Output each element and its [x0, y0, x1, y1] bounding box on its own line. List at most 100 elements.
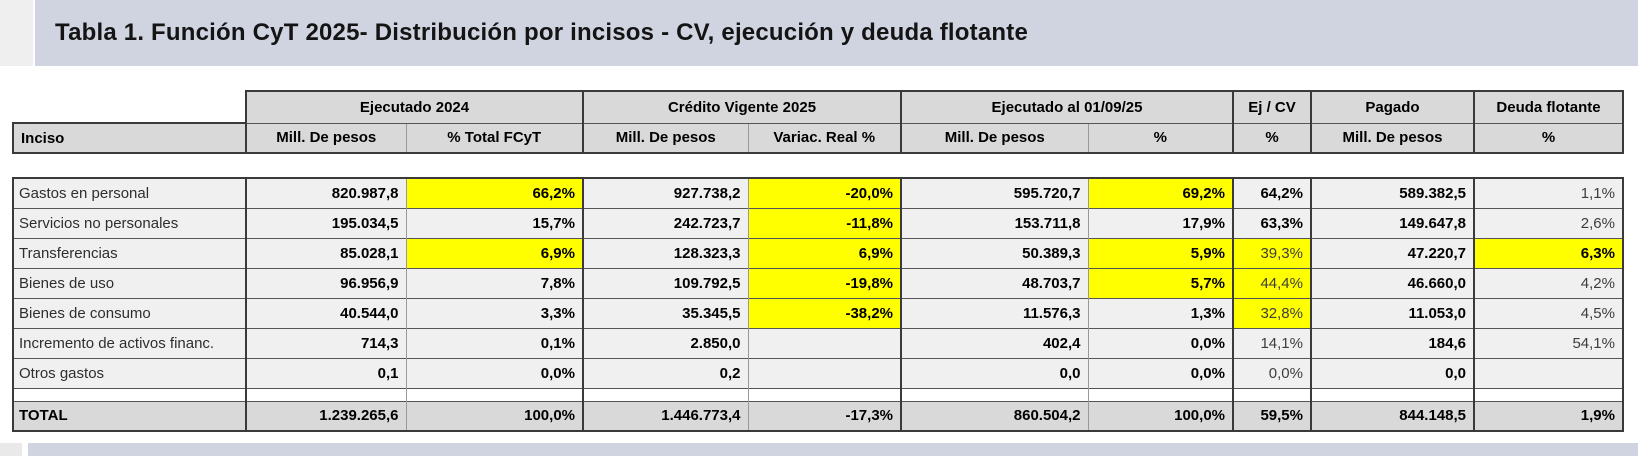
group-header-ejecutado-al: Ejecutado al 01/09/25 [899, 90, 1235, 124]
cell: 11.053,0 [1310, 297, 1474, 328]
cell: 184,6 [1310, 327, 1474, 358]
bottom-margin-square [0, 443, 22, 456]
cell: 0,1 [245, 357, 406, 388]
cell: 85.028,1 [245, 237, 406, 268]
cell: 0,0% [1087, 357, 1233, 388]
group-header-credito-vigente-2025: Crédito Vigente 2025 [582, 90, 902, 124]
cell: 195.034,5 [245, 207, 406, 238]
row-label: Otros gastos [12, 357, 246, 388]
column-header-pct-total-fcyt: % Total FCyT [405, 122, 583, 154]
empty-corner-cell [13, 91, 246, 123]
table-row: Servicios no personales 195.034,5 15,7% … [12, 207, 1623, 238]
column-header-pct-deuda: % [1473, 122, 1625, 154]
cell: 3,3% [405, 297, 583, 328]
cell: 595.720,7 [900, 177, 1088, 208]
page-title: Tabla 1. Función CyT 2025- Distribución … [55, 19, 1028, 46]
column-header-variac-real: Variac. Real % [747, 122, 901, 154]
cell: 15,7% [405, 207, 583, 238]
cell [747, 357, 901, 388]
table-row: Otros gastos 0,1 0,0% 0,2 0,0 0,0% 0,0% … [12, 357, 1623, 388]
cell: 242.723,7 [582, 207, 748, 238]
table-body: Gastos en personal 820.987,8 66,2% 927.7… [12, 177, 1623, 388]
cell: 1.446.773,4 [582, 400, 748, 431]
column-header-mill-pesos-ejec: Mill. De pesos [900, 122, 1088, 154]
cell: 927.738,2 [582, 177, 748, 208]
cell: 47.220,7 [1310, 237, 1474, 268]
row-label: Transferencias [12, 237, 246, 268]
cell: 2,6% [1473, 207, 1623, 238]
table-row: Transferencias 85.028,1 6,9% 128.323,3 6… [12, 237, 1623, 268]
cell: 5,7% [1087, 267, 1233, 298]
cell: 1,3% [1087, 297, 1233, 328]
cell: 100,0% [405, 400, 583, 431]
spacer-cell [1087, 387, 1233, 401]
cell: 0,0 [1310, 357, 1474, 388]
cell: 5,9% [1087, 237, 1233, 268]
spacer-row [12, 387, 1623, 401]
cell: 11.576,3 [900, 297, 1088, 328]
left-margin-strip [0, 0, 33, 66]
table-row: Gastos en personal 820.987,8 66,2% 927.7… [12, 177, 1623, 208]
total-section: TOTAL 1.239.265,6 100,0% 1.446.773,4 -17… [12, 400, 1623, 431]
cell: 1,1% [1473, 177, 1623, 208]
row-label: Bienes de consumo [12, 297, 246, 328]
cell: 860.504,2 [900, 400, 1088, 431]
column-header-row: Inciso Mill. De pesos % Total FCyT Mill.… [12, 122, 1625, 154]
cell: 820.987,8 [245, 177, 406, 208]
spacer-cell [1473, 387, 1623, 401]
cell: 35.345,5 [582, 297, 748, 328]
cell: 0,0 [900, 357, 1088, 388]
cell: 1,9% [1473, 400, 1623, 431]
row-label: TOTAL [12, 400, 246, 431]
group-header-deuda-flotante: Deuda flotante [1473, 90, 1625, 124]
cell: 109.792,5 [582, 267, 748, 298]
row-label: Servicios no personales [12, 207, 246, 238]
cell: 4,2% [1473, 267, 1623, 298]
cell: 50.389,3 [900, 237, 1088, 268]
cell: 1.239.265,6 [245, 400, 406, 431]
spacer-cell [1232, 387, 1311, 401]
cell: 589.382,5 [1310, 177, 1474, 208]
table-row: Bienes de uso 96.956,9 7,8% 109.792,5 -1… [12, 267, 1623, 298]
cell: 32,8% [1232, 297, 1311, 328]
cell: 2.850,0 [582, 327, 748, 358]
cell: 59,5% [1232, 400, 1311, 431]
column-header-mill-pesos-cv: Mill. De pesos [582, 122, 748, 154]
group-header-ej-cv: Ej / CV [1232, 90, 1313, 124]
cell: 39,3% [1232, 237, 1311, 268]
cell: 17,9% [1087, 207, 1233, 238]
cell: 153.711,8 [900, 207, 1088, 238]
column-header-inciso: Inciso [12, 122, 246, 154]
row-label: Incremento de activos financ. [12, 327, 246, 358]
cell: 6,9% [747, 237, 901, 268]
cell: 6,9% [405, 237, 583, 268]
column-header-mill-pesos-pagado: Mill. De pesos [1310, 122, 1475, 154]
cell: 844.148,5 [1310, 400, 1474, 431]
bottom-strip [28, 443, 1638, 456]
cell: 44,4% [1232, 267, 1311, 298]
cell: -19,8% [747, 267, 901, 298]
table-data: Gastos en personal 820.987,8 66,2% 927.7… [12, 177, 1624, 432]
cell: 64,2% [1232, 177, 1311, 208]
column-header-pct-ejec: % [1087, 122, 1234, 154]
cell: 69,2% [1087, 177, 1233, 208]
cell: 48.703,7 [900, 267, 1088, 298]
cell: 66,2% [405, 177, 583, 208]
cell: 0,0% [1232, 357, 1311, 388]
cell: 4,5% [1473, 297, 1623, 328]
cell: -38,2% [747, 297, 901, 328]
row-label: Bienes de uso [12, 267, 246, 298]
spacer-cell [12, 387, 246, 401]
group-header-pagado: Pagado [1310, 90, 1476, 124]
cell: 46.660,0 [1310, 267, 1474, 298]
cell: 14,1% [1232, 327, 1311, 358]
cell: 96.956,9 [245, 267, 406, 298]
spacer-cell [900, 387, 1088, 401]
cell: 63,3% [1232, 207, 1311, 238]
group-header-row: Ejecutado 2024 Crédito Vigente 2025 Ejec… [13, 90, 1625, 124]
cell: 402,4 [900, 327, 1088, 358]
title-bar: Tabla 1. Función CyT 2025- Distribución … [35, 0, 1638, 66]
cell: 100,0% [1087, 400, 1233, 431]
spacer-cell [245, 387, 406, 401]
spacer-cell [1310, 387, 1474, 401]
